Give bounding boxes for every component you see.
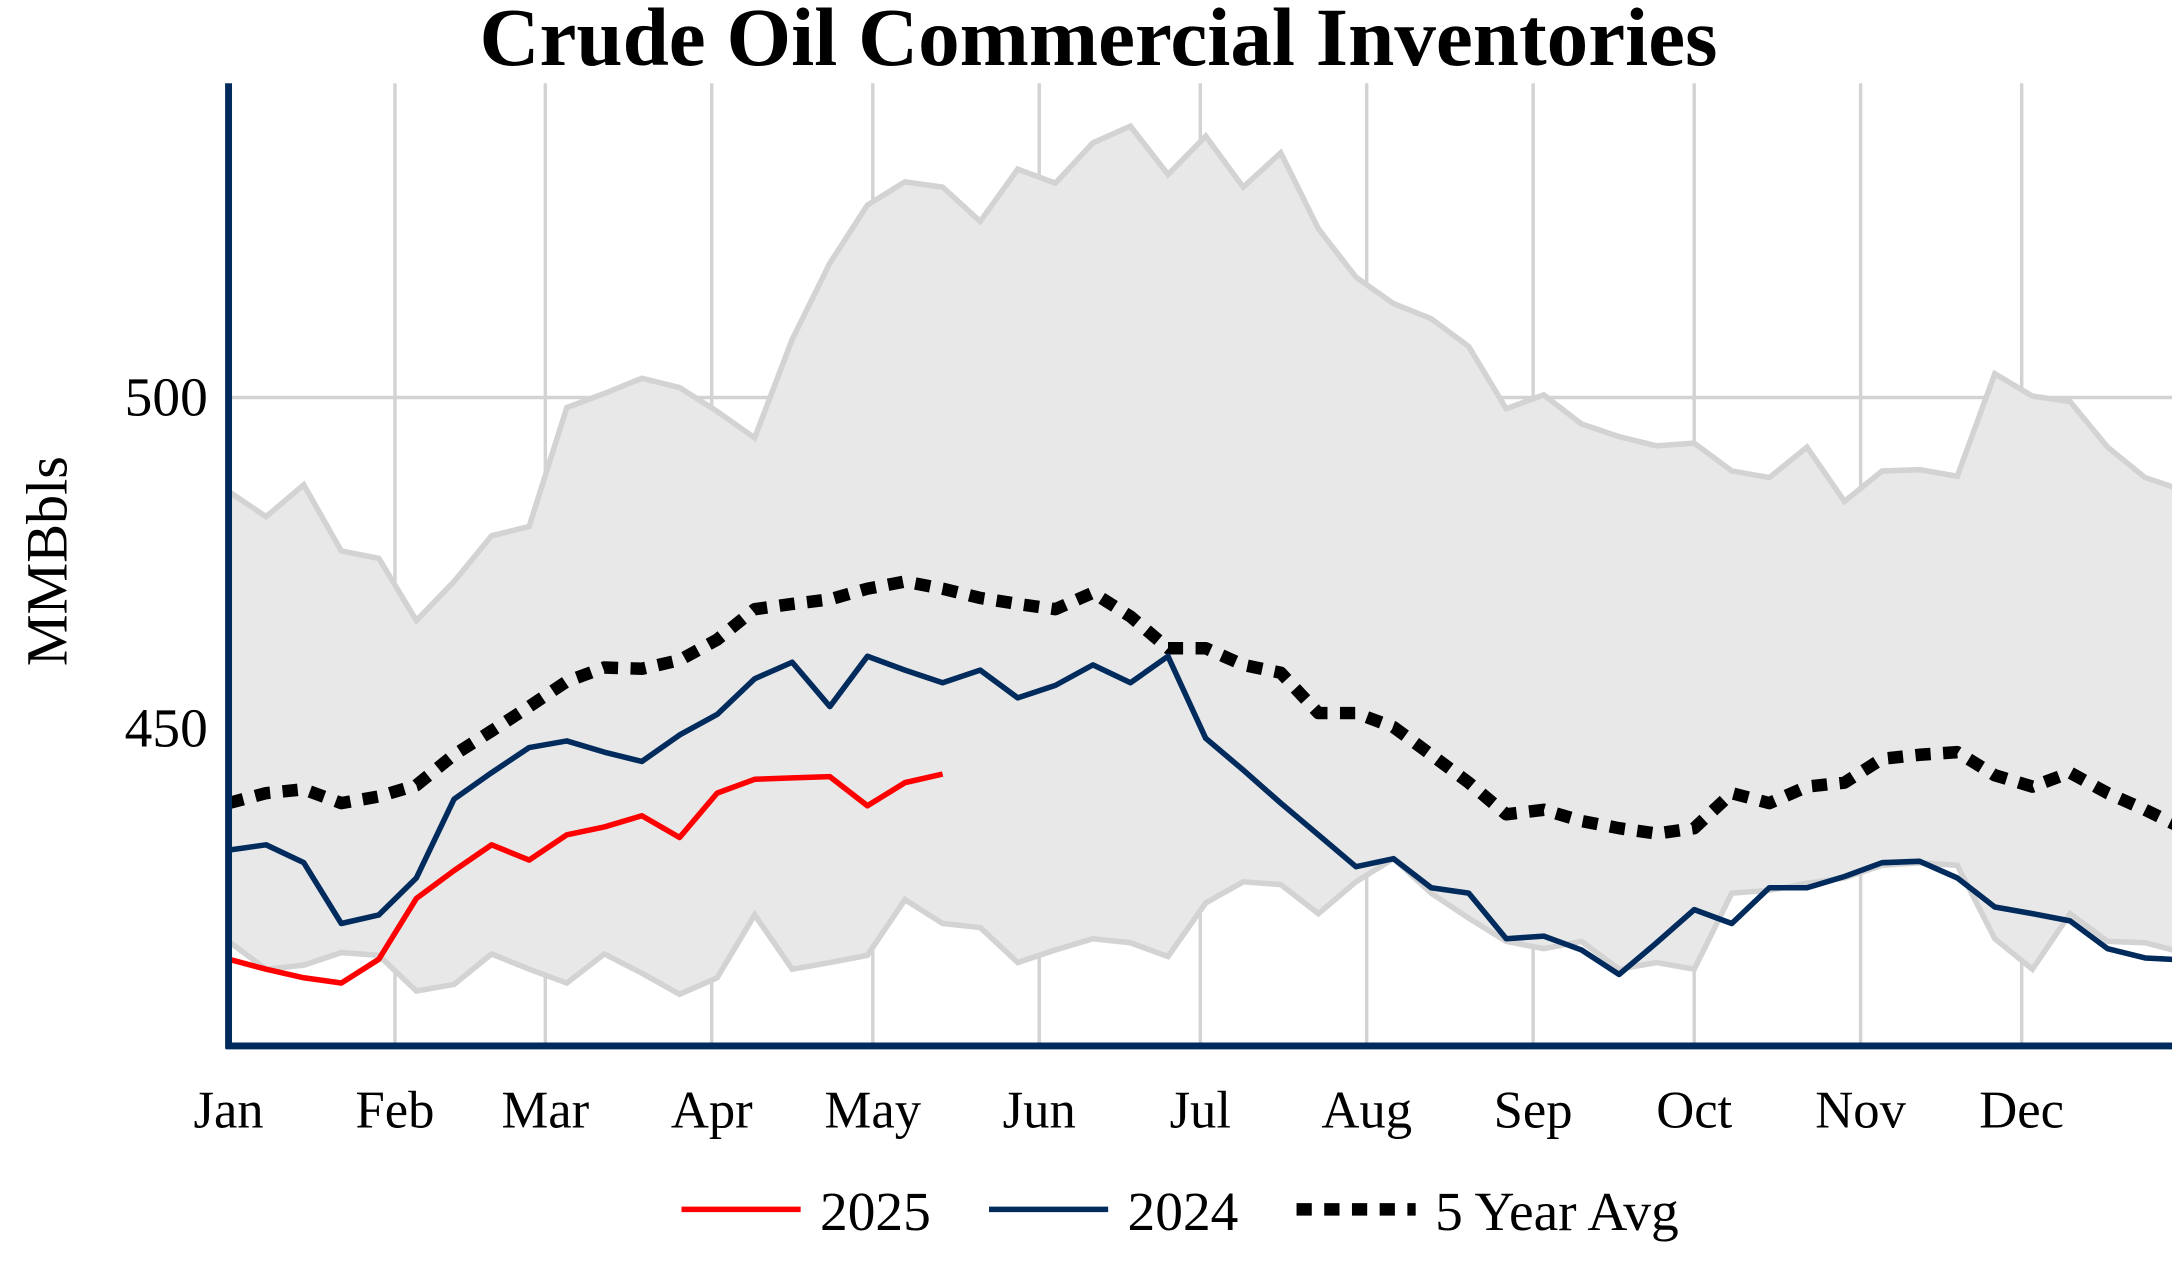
x-tick-label: Oct bbox=[1656, 1082, 1732, 1140]
legend: 2025 2024 5 Year Avg bbox=[681, 1181, 1679, 1242]
range-max-line bbox=[227, 122, 2172, 626]
legend-label: 5 Year Avg bbox=[1435, 1181, 1679, 1242]
legend-label: 2025 bbox=[820, 1181, 931, 1242]
x-tick-label: Feb bbox=[356, 1082, 435, 1140]
y-tick-label: 450 bbox=[125, 697, 208, 758]
x-tick-label: Aug bbox=[1321, 1082, 1412, 1140]
series-line-2025 bbox=[227, 771, 944, 986]
x-tick-label: May bbox=[825, 1082, 922, 1140]
axes bbox=[225, 83, 2172, 1050]
x-tick-label: Dec bbox=[1979, 1082, 2064, 1140]
tick-labels: 450 500 Jan Feb Mar Apr May Jun Jul Aug Sep Oct Nov D… bbox=[125, 367, 2064, 1140]
series-lines bbox=[226, 575, 2172, 986]
y-axis-label: MMBbls bbox=[14, 456, 79, 666]
legend-item-5-year-avg: 5 Year Avg bbox=[1296, 1181, 1679, 1242]
chart-title: Crude Oil Commercial Inventories bbox=[479, 0, 1717, 83]
x-tick-label: Jun bbox=[1003, 1082, 1076, 1140]
legend-item-2025: 2025 bbox=[681, 1181, 931, 1242]
y-tick-label: 500 bbox=[125, 367, 208, 428]
x-tick-label: Nov bbox=[1815, 1082, 1906, 1140]
range-band-fill bbox=[228, 126, 2172, 995]
series-line-2024 bbox=[228, 653, 2172, 978]
x-tick-label: Jul bbox=[1170, 1082, 1231, 1140]
series-line-5-year-avg bbox=[226, 575, 2172, 840]
legend-label: 2024 bbox=[1128, 1181, 1239, 1242]
x-tick-label: Sep bbox=[1494, 1082, 1573, 1140]
x-tick-label: Mar bbox=[501, 1082, 589, 1140]
x-tick-label: Jan bbox=[193, 1082, 263, 1140]
legend-item-2024: 2024 bbox=[989, 1181, 1238, 1242]
x-tick-label: Apr bbox=[671, 1082, 753, 1140]
